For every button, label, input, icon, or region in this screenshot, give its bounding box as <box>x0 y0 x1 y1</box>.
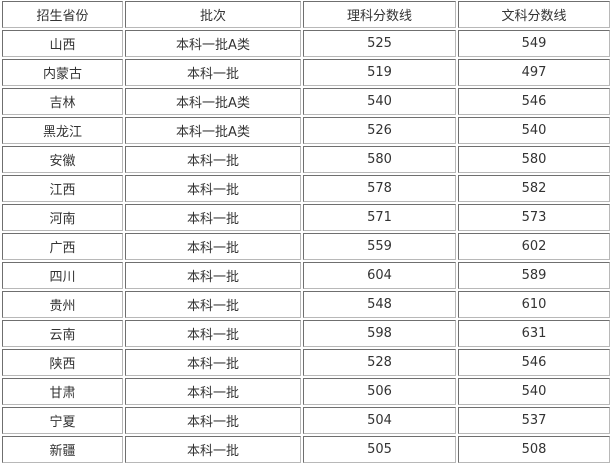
science-score-cell: 528 <box>303 349 456 376</box>
province-cell: 安徽 <box>2 146 123 173</box>
header-science-score: 理科分数线 <box>303 1 456 28</box>
science-score-cell: 598 <box>303 320 456 347</box>
arts-score-cell: 540 <box>458 117 610 144</box>
province-cell: 甘肃 <box>2 378 123 405</box>
arts-score-cell: 573 <box>458 204 610 231</box>
science-score-cell: 504 <box>303 407 456 434</box>
province-cell: 河南 <box>2 204 123 231</box>
province-cell: 贵州 <box>2 291 123 318</box>
province-cell: 四川 <box>2 262 123 289</box>
batch-cell: 本科一批 <box>125 291 301 318</box>
science-score-cell: 519 <box>303 59 456 86</box>
batch-cell: 本科一批 <box>125 59 301 86</box>
arts-score-cell: 582 <box>458 175 610 202</box>
arts-score-cell: 546 <box>458 88 610 115</box>
batch-cell: 本科一批A类 <box>125 117 301 144</box>
arts-score-cell: 589 <box>458 262 610 289</box>
table-row: 甘肃 本科一批 506 540 <box>2 378 610 405</box>
table-row: 河南 本科一批 571 573 <box>2 204 610 231</box>
batch-cell: 本科一批 <box>125 175 301 202</box>
province-cell: 黑龙江 <box>2 117 123 144</box>
header-row: 招生省份 批次 理科分数线 文科分数线 <box>2 1 610 28</box>
batch-cell: 本科一批 <box>125 436 301 463</box>
science-score-cell: 526 <box>303 117 456 144</box>
arts-score-cell: 549 <box>458 30 610 57</box>
batch-cell: 本科一批 <box>125 204 301 231</box>
table-row: 云南 本科一批 598 631 <box>2 320 610 347</box>
arts-score-cell: 546 <box>458 349 610 376</box>
province-cell: 内蒙古 <box>2 59 123 86</box>
batch-cell: 本科一批A类 <box>125 30 301 57</box>
science-score-cell: 578 <box>303 175 456 202</box>
science-score-cell: 540 <box>303 88 456 115</box>
batch-cell: 本科一批A类 <box>125 88 301 115</box>
science-score-cell: 505 <box>303 436 456 463</box>
table-row: 贵州 本科一批 548 610 <box>2 291 610 318</box>
table-row: 新疆 本科一批 505 508 <box>2 436 610 463</box>
batch-cell: 本科一批 <box>125 407 301 434</box>
province-cell: 广西 <box>2 233 123 260</box>
science-score-cell: 506 <box>303 378 456 405</box>
province-cell: 吉林 <box>2 88 123 115</box>
batch-cell: 本科一批 <box>125 378 301 405</box>
science-score-cell: 604 <box>303 262 456 289</box>
arts-score-cell: 580 <box>458 146 610 173</box>
province-cell: 江西 <box>2 175 123 202</box>
table-row: 陕西 本科一批 528 546 <box>2 349 610 376</box>
batch-cell: 本科一批 <box>125 146 301 173</box>
arts-score-cell: 537 <box>458 407 610 434</box>
arts-score-cell: 497 <box>458 59 610 86</box>
table-row: 江西 本科一批 578 582 <box>2 175 610 202</box>
header-batch: 批次 <box>125 1 301 28</box>
arts-score-cell: 610 <box>458 291 610 318</box>
batch-cell: 本科一批 <box>125 233 301 260</box>
science-score-cell: 559 <box>303 233 456 260</box>
table-row: 内蒙古 本科一批 519 497 <box>2 59 610 86</box>
batch-cell: 本科一批 <box>125 320 301 347</box>
arts-score-cell: 602 <box>458 233 610 260</box>
header-arts-score: 文科分数线 <box>458 1 610 28</box>
table-row: 宁夏 本科一批 504 537 <box>2 407 610 434</box>
batch-cell: 本科一批 <box>125 349 301 376</box>
province-cell: 云南 <box>2 320 123 347</box>
table-row: 山西 本科一批A类 525 549 <box>2 30 610 57</box>
arts-score-cell: 540 <box>458 378 610 405</box>
province-cell: 宁夏 <box>2 407 123 434</box>
table-row: 安徽 本科一批 580 580 <box>2 146 610 173</box>
table-row: 黑龙江 本科一批A类 526 540 <box>2 117 610 144</box>
table-row: 四川 本科一批 604 589 <box>2 262 610 289</box>
province-cell: 山西 <box>2 30 123 57</box>
arts-score-cell: 508 <box>458 436 610 463</box>
table-row: 广西 本科一批 559 602 <box>2 233 610 260</box>
province-cell: 新疆 <box>2 436 123 463</box>
science-score-cell: 571 <box>303 204 456 231</box>
table-row: 吉林 本科一批A类 540 546 <box>2 88 610 115</box>
batch-cell: 本科一批 <box>125 262 301 289</box>
science-score-cell: 580 <box>303 146 456 173</box>
science-score-cell: 525 <box>303 30 456 57</box>
science-score-cell: 548 <box>303 291 456 318</box>
arts-score-cell: 631 <box>458 320 610 347</box>
province-cell: 陕西 <box>2 349 123 376</box>
header-province: 招生省份 <box>2 1 123 28</box>
